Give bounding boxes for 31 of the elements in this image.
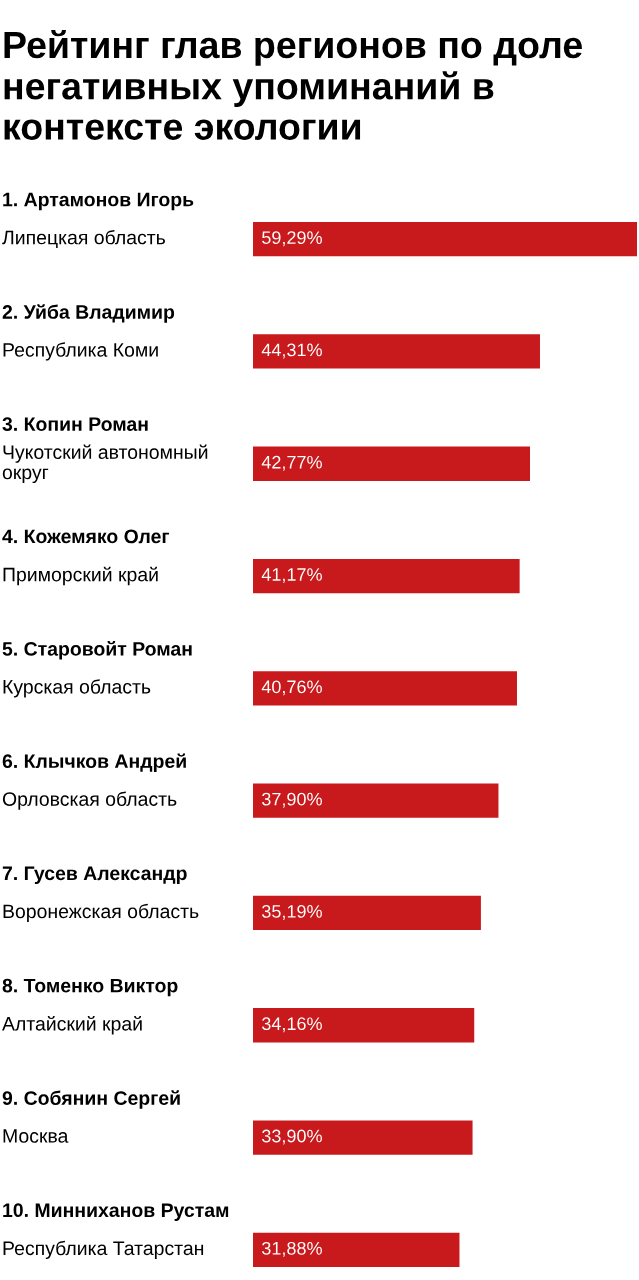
data-label: 33,90% (262, 1129, 322, 1145)
bar (253, 671, 517, 706)
bar (253, 1120, 473, 1155)
bar (253, 222, 637, 257)
bar (253, 334, 540, 369)
y-tick-label: 2. Уйба Владимир Республика Коми (2, 304, 175, 361)
y-tick-label: 10. Минниханов Рустам Республика Татарстан (3, 1203, 229, 1259)
data-label: 37,90% (262, 792, 322, 808)
category-label: 4. Кожемяко Олег Приморский край (2, 529, 169, 586)
bar (253, 895, 481, 931)
data-label: 35,19% (262, 905, 322, 920)
data-label: 44,31% (261, 343, 322, 359)
data-label: 59,29% (262, 231, 322, 247)
y-tick-label: 8. Томенко Виктор Алтайский край (2, 978, 178, 1035)
data-label: 31,88% (262, 1241, 322, 1257)
data-label: 34,16% (262, 1017, 322, 1033)
y-tick-label: 1. Артамонов Игорь Липецкая область (2, 192, 194, 249)
y-tick-label: 7. Гусев Александр Воронежская область (2, 866, 199, 923)
bar (253, 1232, 460, 1267)
data-label: 42,77% (261, 455, 322, 471)
data-label: 41,17% (261, 568, 322, 584)
bar (253, 1008, 475, 1043)
y-tick-label: 5. Старовойт Роман Курская область (2, 641, 192, 698)
data-label: 40,76% (261, 680, 322, 696)
bar (253, 446, 531, 481)
bar (253, 558, 520, 594)
chart-title: Рейтинг глав регионов по доле негативных упоминаний в контексте экологии (4, 30, 582, 140)
y-tick-label: 9. Собянин Сергей Москва (2, 1090, 180, 1143)
bar (253, 783, 499, 818)
y-tick-label: 3. Копин Роман Чукотский автономный округ (2, 417, 208, 484)
y-tick-label: 6. Клычков Андрей Орловская область (2, 753, 186, 810)
